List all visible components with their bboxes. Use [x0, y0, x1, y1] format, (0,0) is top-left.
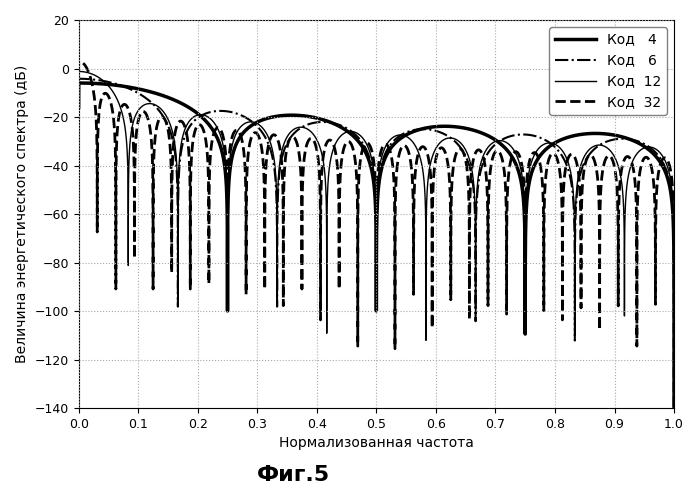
Код   6: [217, 108, 226, 114]
Код  12: [517, 165, 525, 171]
Код  32: [433, 150, 441, 156]
Код  32: [115, 112, 123, 118]
Код   4: [75, 80, 83, 86]
Код   6: [433, 128, 441, 134]
X-axis label: Нормализованная частота: Нормализованная частота: [279, 436, 474, 450]
Код  12: [75, 68, 83, 74]
Код  32: [517, 156, 525, 162]
Код  12: [303, 126, 311, 132]
Text: Фиг.5: Фиг.5: [257, 465, 330, 485]
Код   6: [75, 76, 83, 82]
Код  12: [398, 132, 406, 138]
Код   6: [517, 132, 525, 138]
Код  12: [217, 137, 226, 143]
Код   6: [75, 100, 83, 106]
Код  12: [75, 93, 83, 99]
Y-axis label: Величина энергетического спектра (дБ): Величина энергетического спектра (дБ): [15, 65, 29, 363]
Код   4: [75, 104, 83, 110]
Код   4: [115, 83, 123, 89]
Код  12: [433, 143, 441, 149]
Legend: Код   4, Код   6, Код  12, Код  32: Код 4, Код 6, Код 12, Код 32: [549, 27, 667, 115]
Код   4: [433, 124, 441, 130]
Line: Код  32: Код 32: [79, 61, 674, 495]
Код   4: [517, 176, 525, 182]
Код  32: [398, 145, 406, 150]
Line: Код  12: Код 12: [79, 71, 674, 495]
Код  32: [75, 83, 83, 89]
Line: Код   4: Код 4: [79, 83, 674, 495]
Код  32: [303, 142, 311, 148]
Код   6: [115, 82, 123, 88]
Line: Код   6: Код 6: [79, 79, 674, 495]
Код   6: [398, 132, 406, 138]
Код   4: [303, 113, 311, 119]
Код   4: [217, 148, 226, 154]
Код  32: [75, 58, 83, 64]
Код   6: [303, 122, 311, 128]
Код  12: [115, 101, 123, 107]
Код  32: [217, 130, 226, 136]
Код   4: [398, 135, 406, 141]
